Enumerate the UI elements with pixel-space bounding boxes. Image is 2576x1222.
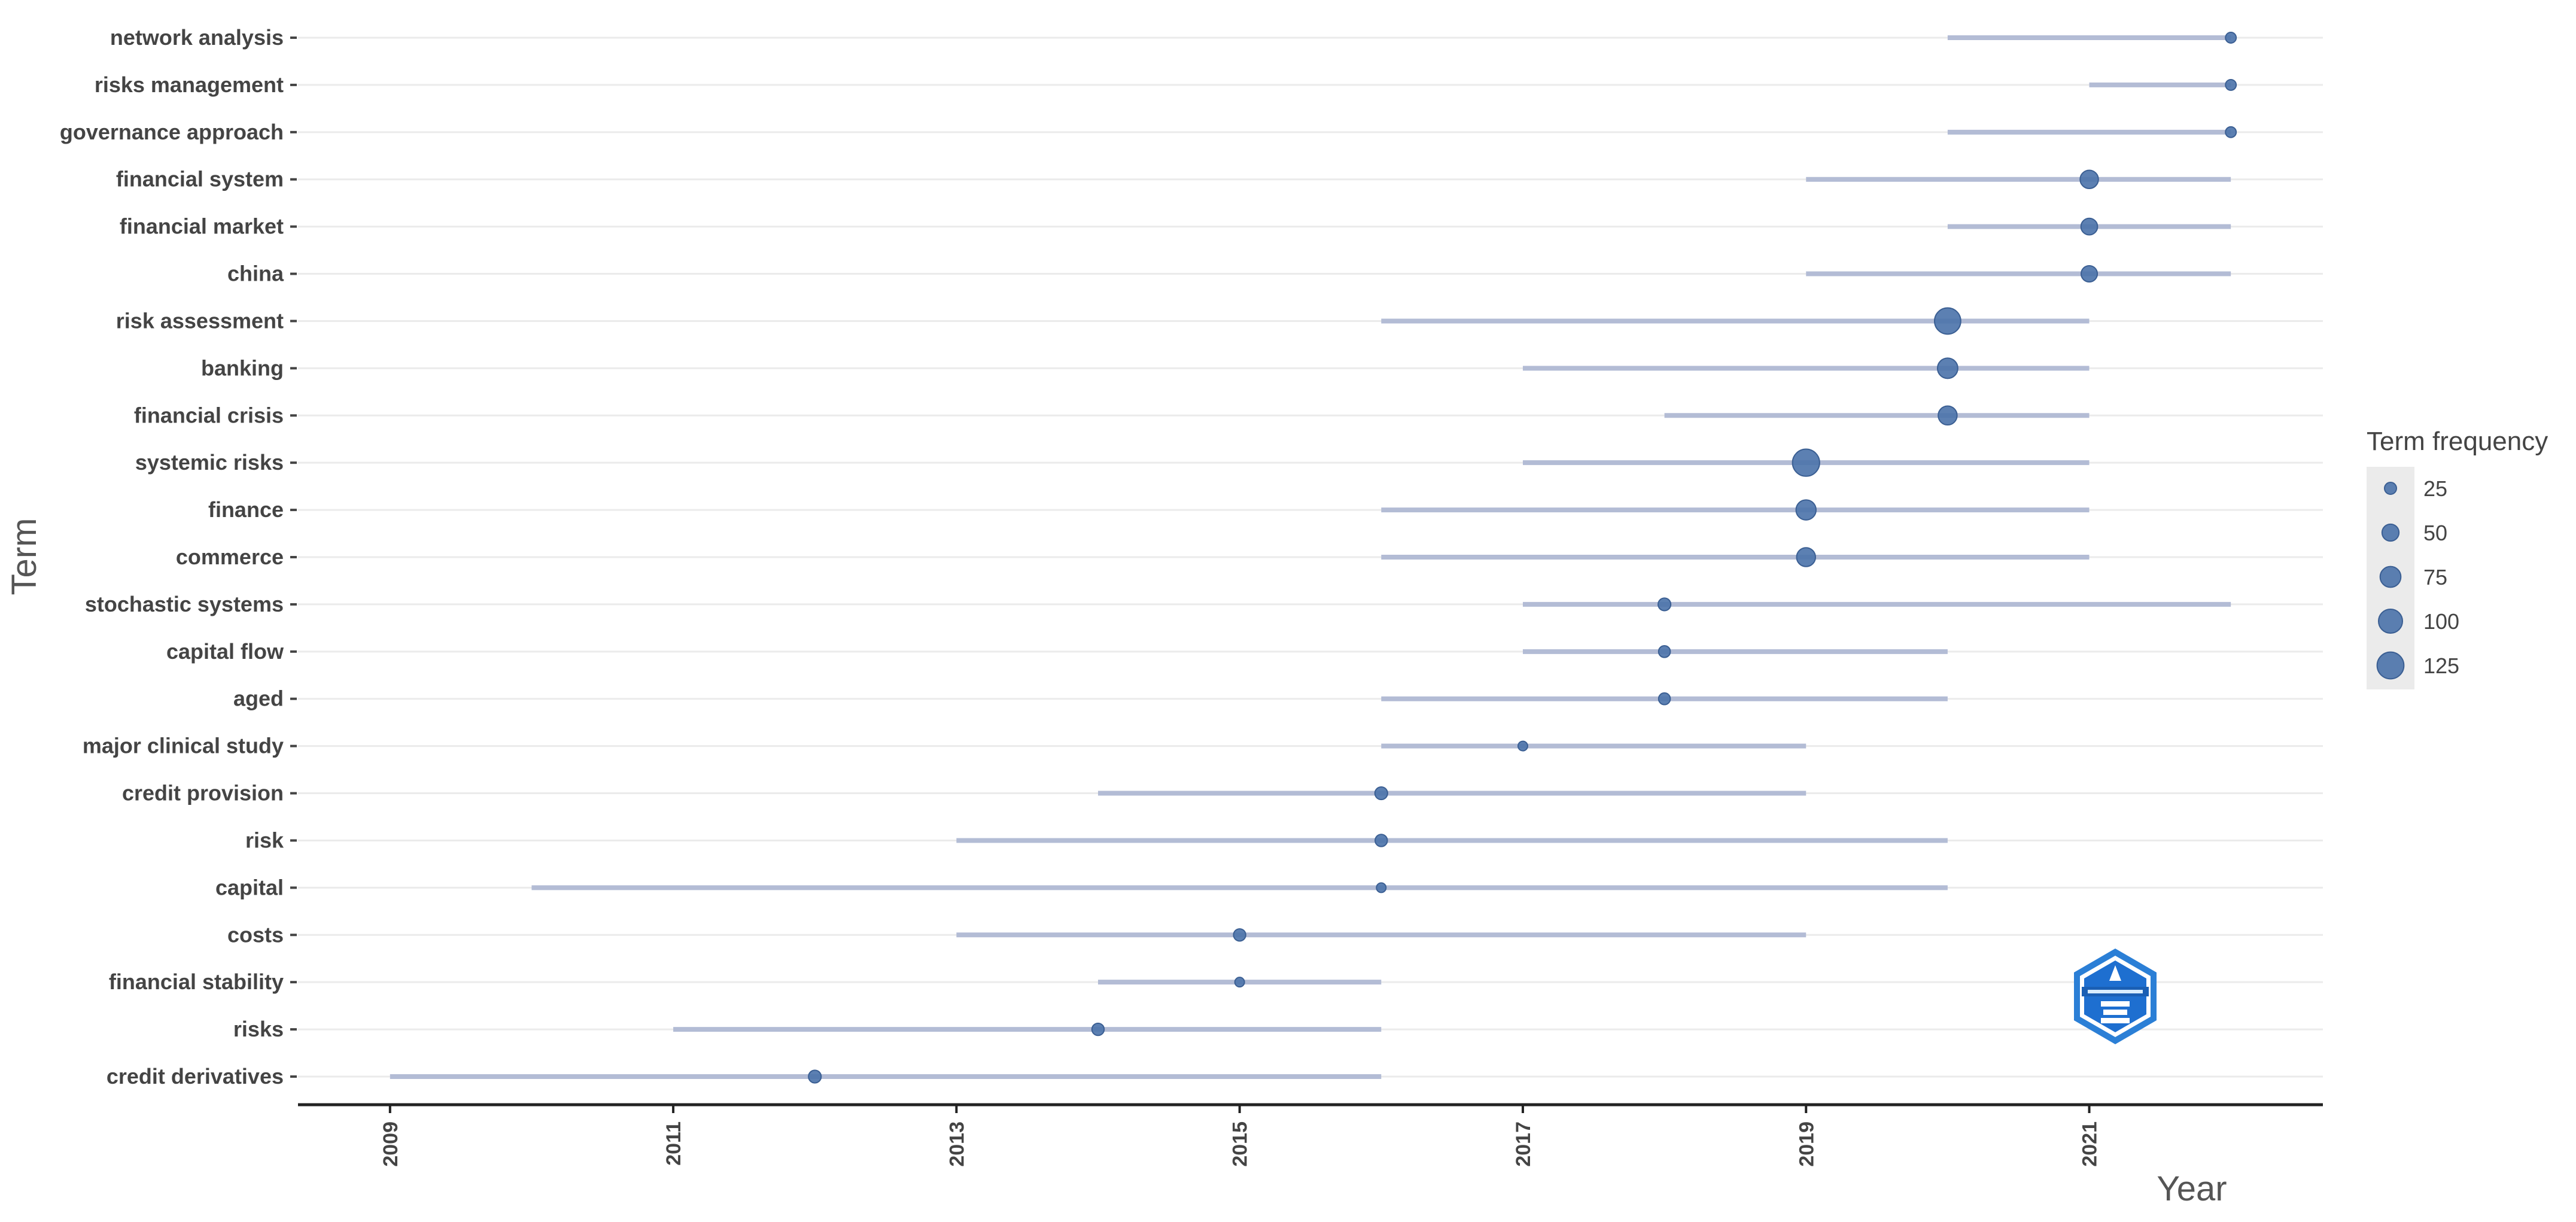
term-label: risk <box>245 828 284 852</box>
term-point <box>2080 217 2098 236</box>
x-tick-labels: 2009 2011 2013 2015 2017 2019 2021 <box>379 1105 2101 1167</box>
term-point <box>2225 32 2237 44</box>
term-label: risks <box>233 1017 284 1041</box>
x-tick-label: 2017 <box>1512 1121 1535 1167</box>
term-label: governance approach <box>60 120 284 144</box>
legend-key-point <box>2379 566 2402 588</box>
logo-book-2 <box>2103 1010 2127 1015</box>
legend-key-point <box>2384 482 2397 495</box>
term-label: credit provision <box>122 781 284 805</box>
term-point <box>1657 597 1672 612</box>
bibliometrix-logo <box>2074 949 2157 1044</box>
term-label: risks management <box>95 72 284 97</box>
term-label: finance <box>208 497 284 522</box>
x-tick-label: 2009 <box>379 1121 402 1167</box>
term-point <box>1091 1022 1105 1036</box>
x-tick-label: 2019 <box>1795 1121 1818 1167</box>
term-label: financial system <box>116 167 284 191</box>
term-label: china <box>227 262 284 286</box>
legend: Term frequency 25 50 75 100 125 <box>2367 427 2548 689</box>
term-label: credit derivatives <box>107 1064 284 1089</box>
x-tick-label: 2011 <box>662 1121 685 1166</box>
y-axis-title: Term <box>5 518 44 595</box>
term-label: aged <box>233 686 284 711</box>
term-label: costs <box>227 922 284 947</box>
point-layer <box>808 32 2237 1084</box>
x-tick-label: 2013 <box>945 1121 968 1167</box>
legend-key-point <box>2376 651 2405 680</box>
legend-label: 75 <box>2423 565 2447 589</box>
term-point <box>2079 169 2099 189</box>
term-point <box>2225 78 2237 91</box>
logo-spire <box>2109 965 2121 981</box>
logo-book-3 <box>2101 1018 2130 1023</box>
term-point <box>1233 928 1246 942</box>
term-label: stochastic systems <box>85 592 284 616</box>
term-label: major clinical study <box>83 734 284 758</box>
term-label: network analysis <box>110 25 284 50</box>
x-tick-label: 2021 <box>2079 1121 2101 1167</box>
logo-banner-text-mark <box>2088 990 2143 993</box>
y-tick-labels: network analysis risks management governan… <box>60 25 297 1089</box>
term-point <box>2225 126 2237 138</box>
term-label: systemic risks <box>135 450 284 475</box>
term-point <box>1517 740 1528 752</box>
term-point <box>1792 448 1820 477</box>
term-point <box>1376 882 1387 893</box>
term-point <box>1938 405 1958 426</box>
term-label: financial crisis <box>134 403 284 427</box>
legend-title: Term frequency <box>2367 427 2548 456</box>
term-label: banking <box>201 355 284 380</box>
term-point <box>1657 645 1671 658</box>
legend-label: 100 <box>2423 609 2459 634</box>
legend-key-point <box>2381 523 2400 542</box>
term-label: financial stability <box>109 969 284 994</box>
range-layer <box>390 35 2231 1079</box>
term-point <box>808 1069 822 1084</box>
term-point <box>1796 547 1816 567</box>
x-tick-label: 2015 <box>1229 1121 1252 1167</box>
term-point <box>1374 786 1388 801</box>
term-point <box>1936 357 1958 379</box>
legend-label: 25 <box>2423 476 2447 501</box>
term-label: financial market <box>120 214 284 239</box>
legend-label: 125 <box>2423 653 2459 678</box>
term-label: capital flow <box>166 639 284 664</box>
term-point <box>1657 692 1671 706</box>
term-label: commerce <box>176 545 284 569</box>
term-point <box>2080 265 2098 283</box>
x-axis-title: Year <box>2157 1169 2227 1208</box>
legend-key-point <box>2378 609 2403 634</box>
term-label: risk assessment <box>116 308 284 333</box>
term-point <box>1933 307 1961 335</box>
logo-book-1 <box>2101 1001 2130 1007</box>
term-label: capital <box>215 875 284 899</box>
legend-items: 25 50 75 100 125 <box>2376 476 2459 680</box>
term-point <box>1374 834 1388 847</box>
term-point <box>1234 977 1245 988</box>
legend-label: 50 <box>2423 521 2447 545</box>
term-point <box>1795 499 1817 521</box>
